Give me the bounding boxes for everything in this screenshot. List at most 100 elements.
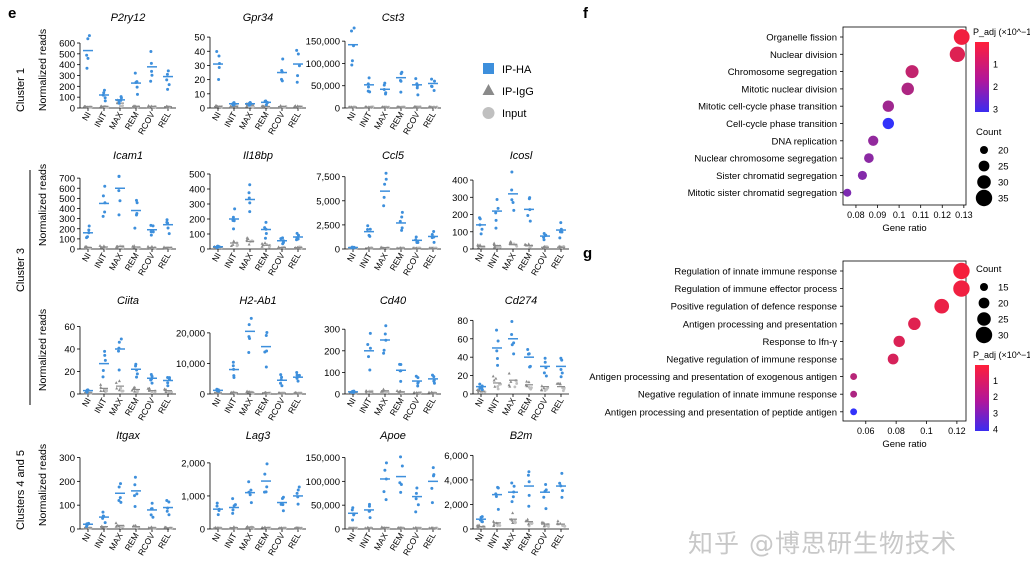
igg-point	[539, 388, 543, 391]
ha-point	[281, 503, 285, 507]
igg-point	[115, 386, 119, 390]
igg-point	[130, 388, 134, 392]
ha-point	[384, 324, 388, 328]
igg-point	[114, 521, 118, 525]
term-label: Negative regulation of immune response	[666, 355, 837, 366]
ha-point	[101, 510, 105, 514]
igg-point	[492, 524, 496, 527]
x-axis-label: Gene ratio	[882, 223, 926, 234]
ha-point	[366, 224, 370, 228]
ha-point	[400, 228, 404, 232]
ha-point	[544, 507, 548, 511]
input-point	[561, 524, 564, 527]
x-tick-label: NI	[345, 531, 358, 543]
colorbar	[975, 365, 989, 431]
ha-point	[248, 493, 252, 497]
ha-point	[87, 34, 91, 38]
gene-title: Ciita	[117, 295, 139, 307]
size-legend-dot	[975, 326, 993, 344]
y-tick-label: 200	[189, 215, 205, 226]
y-tick-label: 0	[463, 245, 468, 256]
ha-point	[134, 362, 138, 366]
y-tick-label: 500	[59, 194, 75, 205]
y-tick-label: 700	[59, 174, 75, 185]
input-point	[545, 524, 549, 528]
ha-point	[217, 65, 221, 69]
x-tick-label: 0.11	[912, 210, 929, 220]
legend-igg-label: IP-IgG	[502, 86, 534, 98]
ha-point	[542, 238, 546, 242]
colorbar-tick: 1	[993, 60, 998, 70]
ha-point	[528, 364, 532, 368]
plot-frame	[842, 26, 967, 206]
gene-title: Itgax	[116, 430, 140, 442]
ha-point	[117, 213, 121, 217]
y-tick-label: 200	[59, 477, 75, 488]
ha-point	[280, 375, 284, 379]
y-tick-label: 40	[194, 47, 205, 58]
ha-point	[119, 337, 123, 341]
ha-point	[247, 351, 251, 355]
ha-point	[117, 499, 121, 503]
term-dot	[905, 65, 919, 79]
igg-point	[476, 243, 480, 247]
igg-point	[556, 519, 560, 523]
igg-point	[527, 242, 531, 246]
y-tick-label: 5,000	[316, 196, 340, 207]
panel-f-letter: f	[583, 5, 589, 22]
ha-point	[248, 210, 252, 214]
y-tick-label: 0	[200, 390, 205, 401]
ha-point	[135, 375, 139, 379]
ha-point	[280, 77, 284, 81]
ha-point	[281, 57, 285, 61]
x-tick-label: RCOV	[266, 110, 287, 137]
row-label-cluster1: Cluster 1	[15, 68, 27, 112]
term-label: Positive regulation of defence response	[671, 302, 837, 313]
term-label: Organelle fission	[766, 33, 837, 44]
ha-point	[117, 368, 121, 372]
gene-title: Il18bp	[243, 150, 273, 162]
ha-point	[544, 488, 548, 492]
ha-point	[416, 384, 420, 388]
legend-ha-label: IP-HA	[502, 64, 532, 76]
ha-point	[167, 83, 171, 87]
igg-point	[527, 380, 531, 384]
x-tick-label: NI	[345, 110, 358, 122]
size-legend-label: 30	[998, 331, 1009, 342]
y-tick-label: 300	[189, 200, 205, 211]
ha-point	[399, 490, 403, 494]
term-label: Antigen processing and presentation	[683, 319, 837, 330]
gene-title: B2m	[510, 430, 533, 442]
gene-title: Icosl	[510, 150, 533, 162]
ha-point	[264, 333, 268, 337]
ha-point	[366, 343, 370, 347]
ha-point	[103, 99, 107, 103]
ha-point	[247, 480, 251, 484]
ha-point	[297, 373, 301, 377]
x-tick-label: NI	[473, 396, 486, 408]
input-point	[563, 524, 567, 528]
ha-point	[544, 374, 548, 378]
ha-point	[494, 218, 498, 222]
x-tick-label: RCOV	[136, 251, 157, 278]
input-point	[530, 522, 534, 526]
igg-point	[555, 381, 559, 385]
ha-point	[150, 501, 154, 505]
panel-g-letter: g	[583, 245, 592, 262]
x-tick-label: MAX	[372, 531, 390, 552]
x-tick-label: RCOV	[266, 531, 287, 558]
size-legend-label: 15	[998, 283, 1009, 294]
ha-point	[165, 220, 169, 224]
x-tick-label: REL	[286, 251, 303, 271]
x-tick-label: RCOV	[401, 110, 422, 137]
ha-point	[247, 196, 251, 200]
ha-point	[366, 89, 370, 93]
y-tick-label: 100,000	[306, 477, 340, 488]
ha-point	[543, 360, 547, 364]
x-tick-label: RCOV	[136, 531, 157, 558]
ha-point	[165, 72, 169, 76]
term-label: Chromosome segregation	[728, 67, 837, 78]
x-tick-label: NI	[80, 396, 93, 408]
term-label: Cell-cycle phase transition	[726, 119, 837, 130]
